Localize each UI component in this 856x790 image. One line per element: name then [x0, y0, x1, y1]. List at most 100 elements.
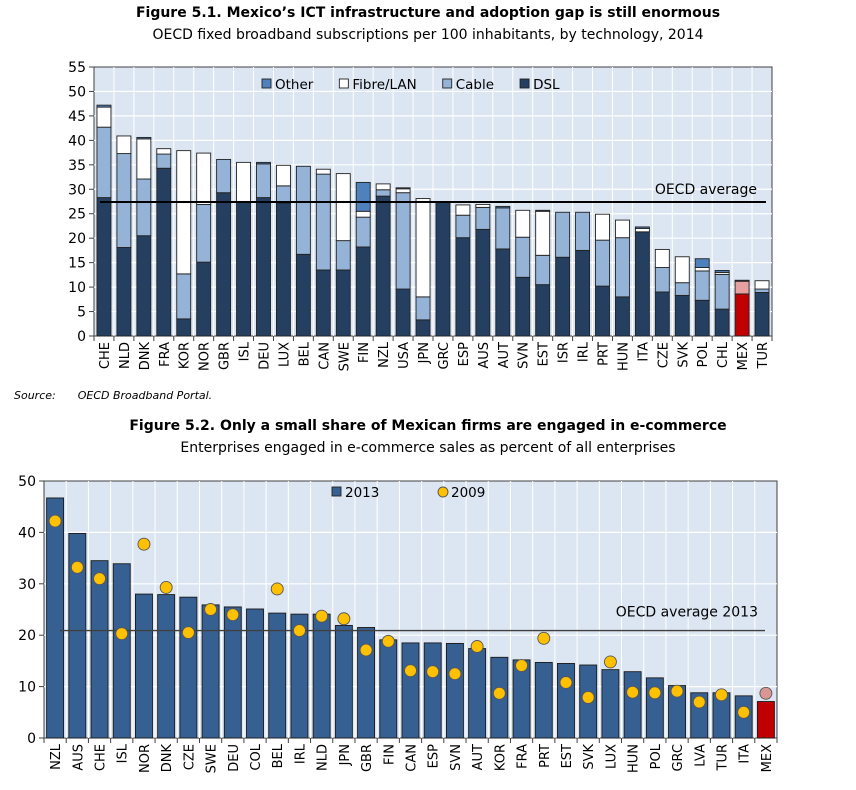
legend-label-other: Other: [275, 77, 314, 93]
bar-segment-cable-che: [96, 126, 112, 199]
dot-2009-hun: [626, 685, 640, 699]
x-tick-label: FRA: [158, 342, 173, 367]
bar-segment-dsl-pol: [694, 299, 710, 337]
y-tick-label: 0: [77, 329, 86, 345]
bar-segment-fibre-lan-fin: [355, 210, 371, 218]
bar-segment-cable-fra: [156, 153, 172, 169]
bar-segment-other-dnk: [136, 136, 152, 140]
bar-segment-cable-isr: [555, 211, 571, 258]
bar-segment-cable-can: [315, 173, 331, 271]
bar-segment-other-che: [96, 104, 112, 108]
dot-2009-svn: [448, 667, 462, 681]
x-tick-label: SWE: [337, 342, 352, 371]
x-tick-label: TUR: [756, 342, 771, 370]
x-tick-label: GRC: [671, 744, 686, 772]
bar-segment-fibre-lan-nor: [196, 152, 212, 205]
y-tick-label: 35: [68, 158, 86, 174]
bar-2013-col: [246, 608, 264, 739]
bar-segment-fibre-lan-fra: [156, 148, 172, 155]
bar-segment-dsl-usa: [395, 288, 411, 337]
bar-2013-est: [557, 663, 575, 739]
dot-2009-mex: [759, 686, 773, 700]
bar-segment-dsl-dnk: [136, 235, 152, 337]
bar-2013-aut: [468, 648, 487, 739]
dot-2009-grc: [670, 684, 684, 698]
bar-segment-cable-svn: [515, 236, 531, 278]
x-tick-label: GRC: [437, 342, 452, 370]
bar-segment-dsl-hun: [614, 296, 630, 337]
x-tick-label: HUN: [616, 342, 631, 371]
bar-segment-dsl-chl: [714, 308, 730, 337]
dot-2009-can: [404, 664, 417, 678]
bar-segment-cable-est: [535, 254, 551, 286]
bar-segment-other-pol: [694, 258, 710, 268]
x-tick-label: FIN: [357, 342, 372, 363]
bar-segment-dsl-prt: [595, 285, 610, 337]
bar-segment-cable-aus: [475, 206, 491, 230]
x-tick-label: ISL: [116, 743, 131, 763]
bar-segment-dsl-mex: [734, 293, 750, 337]
x-tick-label: NZL: [49, 743, 64, 770]
x-tick-label: CZE: [656, 342, 671, 368]
dot-2009-tur: [715, 688, 728, 702]
bar-segment-fibre-lan-esp: [455, 204, 471, 216]
bar-2013-nzl: [46, 497, 65, 739]
bar-segment-cable-tur: [754, 288, 770, 293]
bar-segment-dsl-grc: [435, 202, 451, 337]
bar-segment-cable-hun: [614, 237, 630, 298]
bar-segment-cable-jpn: [415, 296, 431, 321]
dot-2009-cze: [181, 626, 195, 640]
dot-2009-aut: [470, 640, 484, 653]
legend-marker-2009: [437, 486, 449, 498]
bar-2013-cze: [179, 596, 198, 739]
bar-segment-fibre-lan-hun: [614, 219, 630, 239]
figure1-source: Source: OECD Broadband Portal.: [14, 389, 234, 402]
bar-segment-cable-usa: [395, 192, 411, 290]
bar-segment-fibre-lan-kor: [176, 150, 192, 275]
bar-segment-dsl-nor: [196, 261, 212, 337]
bar-segment-dsl-deu: [256, 197, 271, 337]
legend-swatch-2013: [331, 486, 342, 497]
bar-segment-fibre-lan-swe: [335, 173, 351, 242]
y-tick-label: 25: [68, 207, 86, 223]
y-tick-label: 50: [68, 84, 86, 100]
x-tick-label: AUT: [471, 744, 486, 770]
dot-2009-kor: [492, 686, 506, 700]
x-tick-label: IRL: [577, 341, 592, 362]
bar-2013-deu: [223, 606, 242, 739]
x-tick-label: IRL: [293, 743, 308, 764]
dot-2009-svk: [581, 690, 595, 704]
bar-segment-cable-swe: [335, 240, 351, 271]
dot-2009-esp: [426, 665, 440, 679]
dot-2009-fra: [515, 659, 529, 672]
bar-segment-fibre-lan-dnk: [136, 138, 152, 180]
legend-label-2009: 2009: [451, 485, 485, 501]
bar-2013-can: [401, 642, 420, 739]
bar-segment-dsl-kor: [176, 318, 192, 337]
x-tick-label: SVK: [582, 744, 597, 770]
legend-swatch-dsl: [519, 78, 530, 89]
x-tick-label: SVN: [517, 342, 532, 369]
y-tick-label: 55: [68, 60, 86, 76]
y-tick-label: 10: [68, 280, 86, 296]
dot-2009-dnk: [159, 580, 173, 594]
bar-segment-dsl-lux: [275, 202, 291, 337]
bar-2013-swe: [201, 604, 220, 739]
x-tick-label: CHE: [98, 342, 113, 369]
bar-segment-cable-esp: [455, 214, 471, 239]
bar-segment-dsl-gbr: [216, 192, 232, 337]
bar-segment-dsl-svk: [674, 294, 690, 337]
source-text: OECD Broadband Portal.: [77, 389, 213, 402]
x-tick-label: CHE: [94, 744, 109, 771]
x-tick-label: ESP: [427, 744, 442, 768]
legend-swatch-fibre-lan: [338, 78, 349, 89]
bar-2013-fin: [379, 639, 398, 739]
x-tick-label: TUR: [715, 744, 730, 772]
bar-2013-gbr: [357, 627, 376, 739]
x-tick-label: BEL: [297, 341, 312, 366]
bar-segment-dsl-che: [96, 197, 112, 337]
bar-segment-fibre-lan-nld: [116, 135, 132, 155]
bar-2013-svn: [445, 642, 464, 739]
y-tick-label: 30: [68, 182, 86, 198]
x-tick-label: KOR: [178, 342, 193, 369]
